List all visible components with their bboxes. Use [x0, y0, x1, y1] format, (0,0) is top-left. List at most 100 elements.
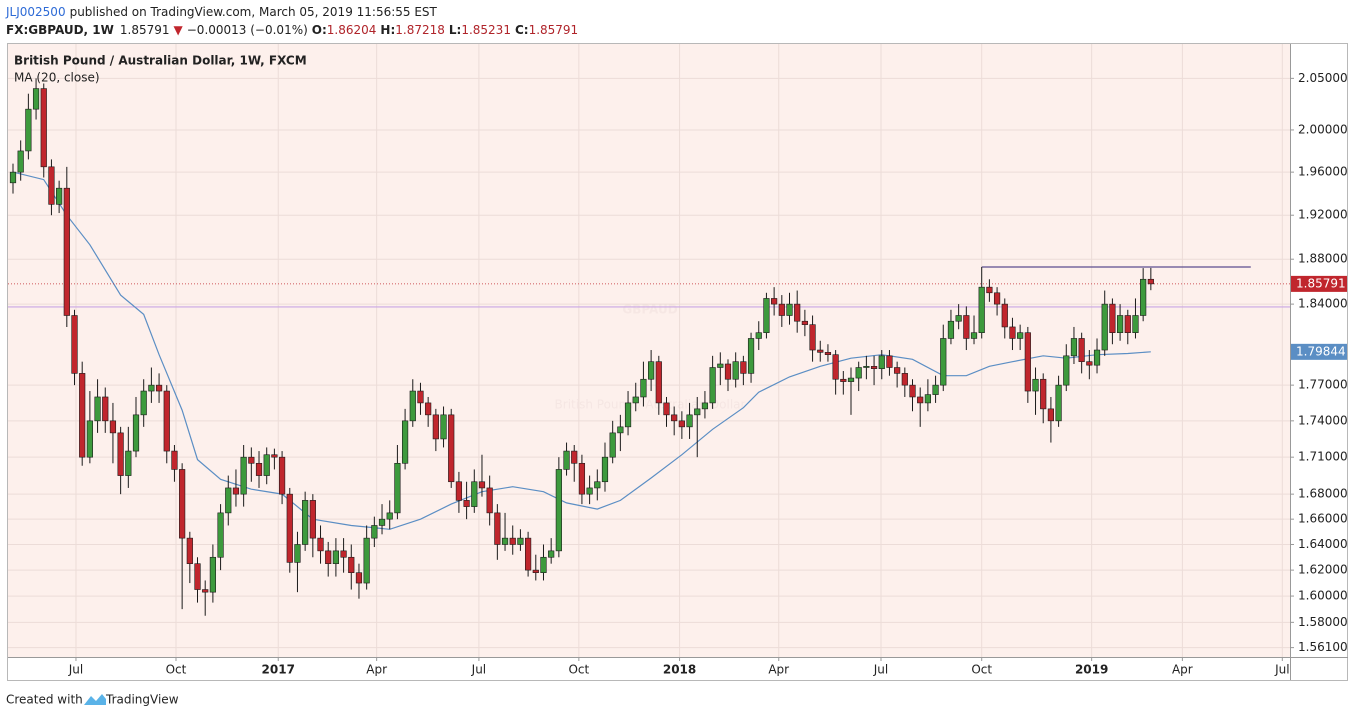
candle-body — [17, 150, 24, 173]
ma-price-label-box — [1291, 343, 1347, 360]
candle-body — [132, 414, 140, 452]
author[interactable]: JLJ002500 — [5, 5, 66, 19]
candle-body — [348, 556, 355, 573]
candle-body — [63, 187, 70, 316]
h-label: H: — [380, 23, 395, 37]
candle-body — [425, 402, 432, 416]
candle-body — [155, 384, 163, 392]
candle-body — [448, 414, 455, 483]
candle-body — [432, 414, 439, 440]
candle-body — [102, 396, 109, 422]
candle-body — [255, 462, 263, 476]
y-tick-label: 1.96000 — [1298, 165, 1348, 179]
candle-body — [494, 512, 501, 545]
candle-body — [109, 420, 117, 434]
candle-body — [655, 361, 662, 404]
candle-body — [209, 556, 216, 593]
candle-body — [724, 363, 732, 380]
x-tick-label: Oct — [166, 663, 187, 677]
candle-body — [1140, 278, 1147, 316]
candle-body — [617, 426, 624, 434]
y-tick-label: 1.56100 — [1298, 640, 1348, 654]
l-value: 1.85231 — [461, 23, 511, 37]
candle-body — [394, 462, 401, 514]
candle-body — [648, 361, 655, 380]
l-label: L: — [449, 23, 461, 37]
candle-body — [732, 361, 739, 380]
candle-body — [40, 88, 47, 168]
candle-body — [817, 349, 824, 353]
candle-body — [179, 469, 186, 539]
candle-body — [894, 367, 901, 374]
candle-body — [302, 500, 309, 545]
candle-body — [671, 414, 678, 422]
x-tick-label: Apr — [768, 663, 789, 677]
candle-body — [48, 166, 55, 205]
y-tick-label: 1.58000 — [1298, 615, 1348, 629]
candle-body — [1017, 332, 1024, 339]
candle-body — [763, 298, 770, 333]
candle-body — [870, 366, 878, 369]
logo — [84, 694, 106, 705]
candle-body — [909, 384, 916, 398]
candle-body — [148, 384, 155, 392]
candle-body — [986, 286, 993, 294]
candle-body — [755, 332, 762, 339]
candle-body — [248, 456, 255, 464]
o-label: O: — [312, 23, 327, 37]
y-tick-label: 1.64000 — [1298, 537, 1348, 551]
last-price-label-box — [1291, 275, 1347, 292]
candle-body — [125, 450, 132, 476]
candle-body — [225, 487, 232, 514]
candle-body — [440, 414, 447, 440]
candle-body — [824, 352, 832, 355]
candle-body — [140, 390, 147, 416]
y-tick-label: 1.88000 — [1298, 252, 1348, 266]
candle-body — [771, 298, 778, 305]
candle-body — [163, 390, 170, 452]
candle-body — [278, 456, 286, 495]
candle-body — [747, 338, 755, 374]
candle-body — [471, 481, 478, 507]
candle-body — [463, 500, 470, 507]
candle-body — [686, 414, 693, 428]
c-label: C: — [515, 23, 529, 37]
candle-body — [340, 550, 347, 558]
candle-body — [878, 355, 885, 369]
candle-body — [624, 402, 632, 428]
candle-body — [294, 544, 301, 563]
candle-body — [117, 432, 124, 476]
candle-body — [632, 396, 639, 404]
candle-body — [363, 537, 370, 584]
candle-body — [532, 569, 539, 573]
quote-line: FX:GBPAUD, 1W 1.85791 ▼ −0.00013 (−0.01%) O:… — [6, 23, 578, 37]
candle-body — [501, 537, 509, 545]
plot: GBPAUD British Pound / Australian Dollar — [8, 44, 1290, 657]
candle-body — [709, 367, 716, 404]
candle-body — [978, 286, 985, 333]
y-tick-label: 1.84000 — [1298, 297, 1348, 311]
candle-body — [86, 420, 93, 458]
footer-brand[interactable]: TradingView — [105, 693, 179, 707]
candle-body — [332, 550, 339, 564]
candle-body — [863, 366, 870, 368]
candle-body — [801, 320, 808, 325]
candle-body — [194, 563, 201, 590]
x-tick-label: 2017 — [262, 663, 295, 677]
change: −0.00013 (−0.01%) — [187, 23, 308, 37]
x-tick-label: Jul — [1274, 663, 1289, 677]
x-tick-label: Jul — [68, 663, 83, 677]
candle-body — [1055, 384, 1062, 422]
candle-body — [640, 378, 647, 398]
ma-price-label: 1.79844 — [1296, 344, 1346, 358]
footer-created: Created with — [6, 693, 83, 707]
candle-body — [1024, 332, 1031, 392]
candle-body — [786, 303, 793, 316]
candle-body — [378, 518, 386, 526]
candle-body — [694, 408, 701, 416]
candle-body — [717, 363, 724, 368]
candle-body — [409, 390, 416, 422]
candle-body — [1086, 361, 1093, 366]
candle-body — [386, 512, 393, 520]
y-tick-label: 1.92000 — [1298, 208, 1348, 222]
